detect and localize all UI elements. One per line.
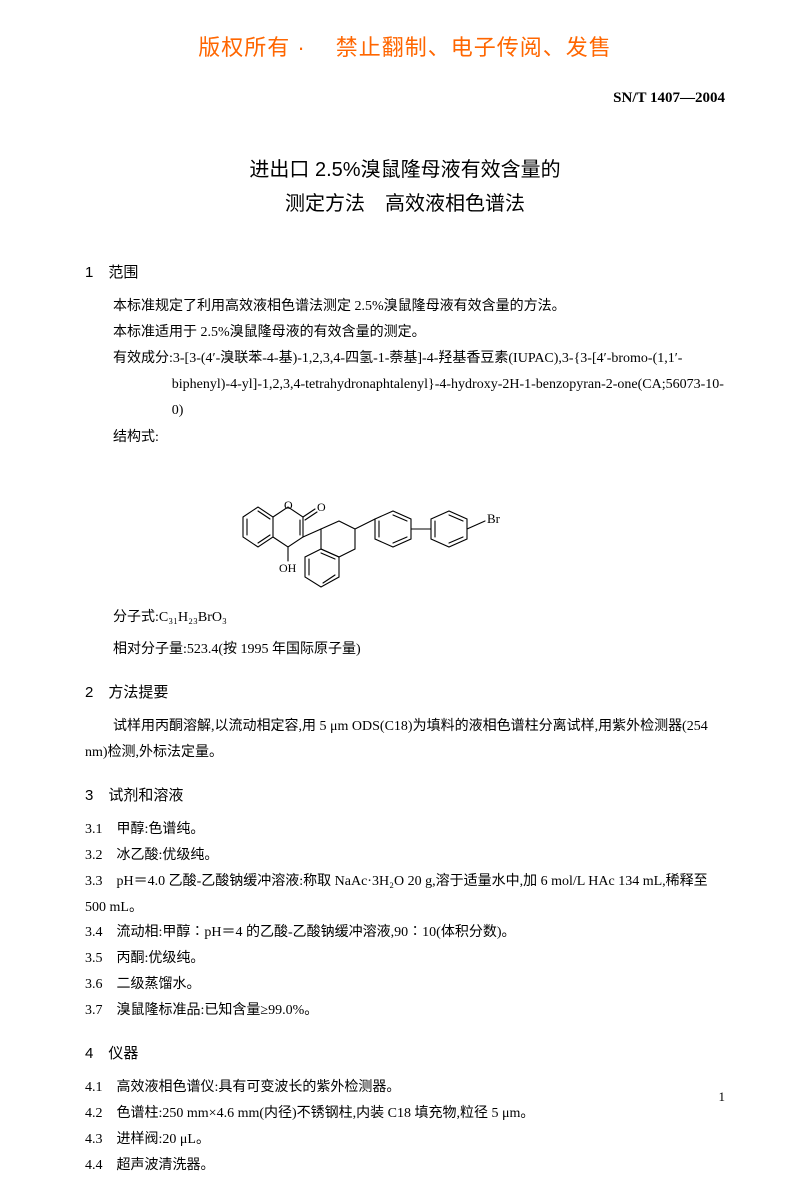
svg-text:O: O	[317, 500, 326, 514]
title-line-1: 进出口 2.5%溴鼠隆母液有效含量的	[85, 153, 725, 187]
section-3-heading: 3 试剂和溶液	[85, 784, 725, 805]
standard-code: SN/T 1407—2004	[85, 90, 725, 107]
molecular-formula: 分子式:C₃₁H₂₃BrO₃	[85, 605, 725, 631]
item-3-6: 3.6 二级蒸馏水。	[85, 972, 725, 998]
section-1-p2: 本标准适用于 2.5%溴鼠隆母液的有效含量的测定。	[85, 320, 725, 346]
title-line-2: 测定方法 高效液相色谱法	[85, 187, 725, 221]
item-3-2: 3.2 冰乙酸:优级纯。	[85, 843, 725, 869]
item-3-7: 3.7 溴鼠隆标准品:已知含量≥99.0%。	[85, 998, 725, 1024]
page-number: 1	[719, 1089, 726, 1105]
section-2-heading: 2 方法提要	[85, 681, 725, 702]
item-3-5: 3.5 丙酮:优级纯。	[85, 946, 725, 972]
document-title: 进出口 2.5%溴鼠隆母液有效含量的 测定方法 高效液相色谱法	[85, 153, 725, 221]
section-1-p3: 有效成分:3-[3-(4′-溴联苯-4-基)-1,2,3,4-四氢-1-萘基]-…	[85, 346, 725, 424]
copyright-notice: 版权所有 · 禁止翻制、电子传阅、发售	[85, 30, 725, 62]
item-4-1: 4.1 高效液相色谱仪:具有可变波长的紫外检测器。	[85, 1075, 725, 1101]
item-4-2: 4.2 色谱柱:250 mm×4.6 mm(内径)不锈钢柱,内装 C18 填充物…	[85, 1101, 725, 1127]
item-3-3: 3.3 pH＝4.0 乙酸-乙酸钠缓冲溶液:称取 NaAc·3H₂O 20 g,…	[85, 869, 725, 921]
svg-text:Br: Br	[487, 511, 501, 526]
item-3-4: 3.4 流动相:甲醇∶pH＝4 的乙酸-乙酸钠缓冲溶液,90∶10(体积分数)。	[85, 920, 725, 946]
svg-text:OH: OH	[279, 561, 297, 575]
molecule-structure: O O OH Br	[225, 459, 585, 599]
section-2-p1: 试样用丙酮溶解,以流动相定容,用 5 μm ODS(C18)为填料的液相色谱柱分…	[85, 714, 725, 766]
item-4-3: 4.3 进样阀:20 μL。	[85, 1127, 725, 1153]
section-1-heading: 1 范围	[85, 261, 725, 282]
item-3-1: 3.1 甲醇:色谱纯。	[85, 817, 725, 843]
item-4-4: 4.4 超声波清洗器。	[85, 1153, 725, 1179]
structure-label: 结构式:	[85, 425, 725, 451]
section-1-p1: 本标准规定了利用高效液相色谱法测定 2.5%溴鼠隆母液有效含量的方法。	[85, 294, 725, 320]
molecular-weight: 相对分子量:523.4(按 1995 年国际原子量)	[85, 637, 725, 663]
section-4-heading: 4 仪器	[85, 1042, 725, 1063]
svg-text:O: O	[284, 498, 293, 512]
